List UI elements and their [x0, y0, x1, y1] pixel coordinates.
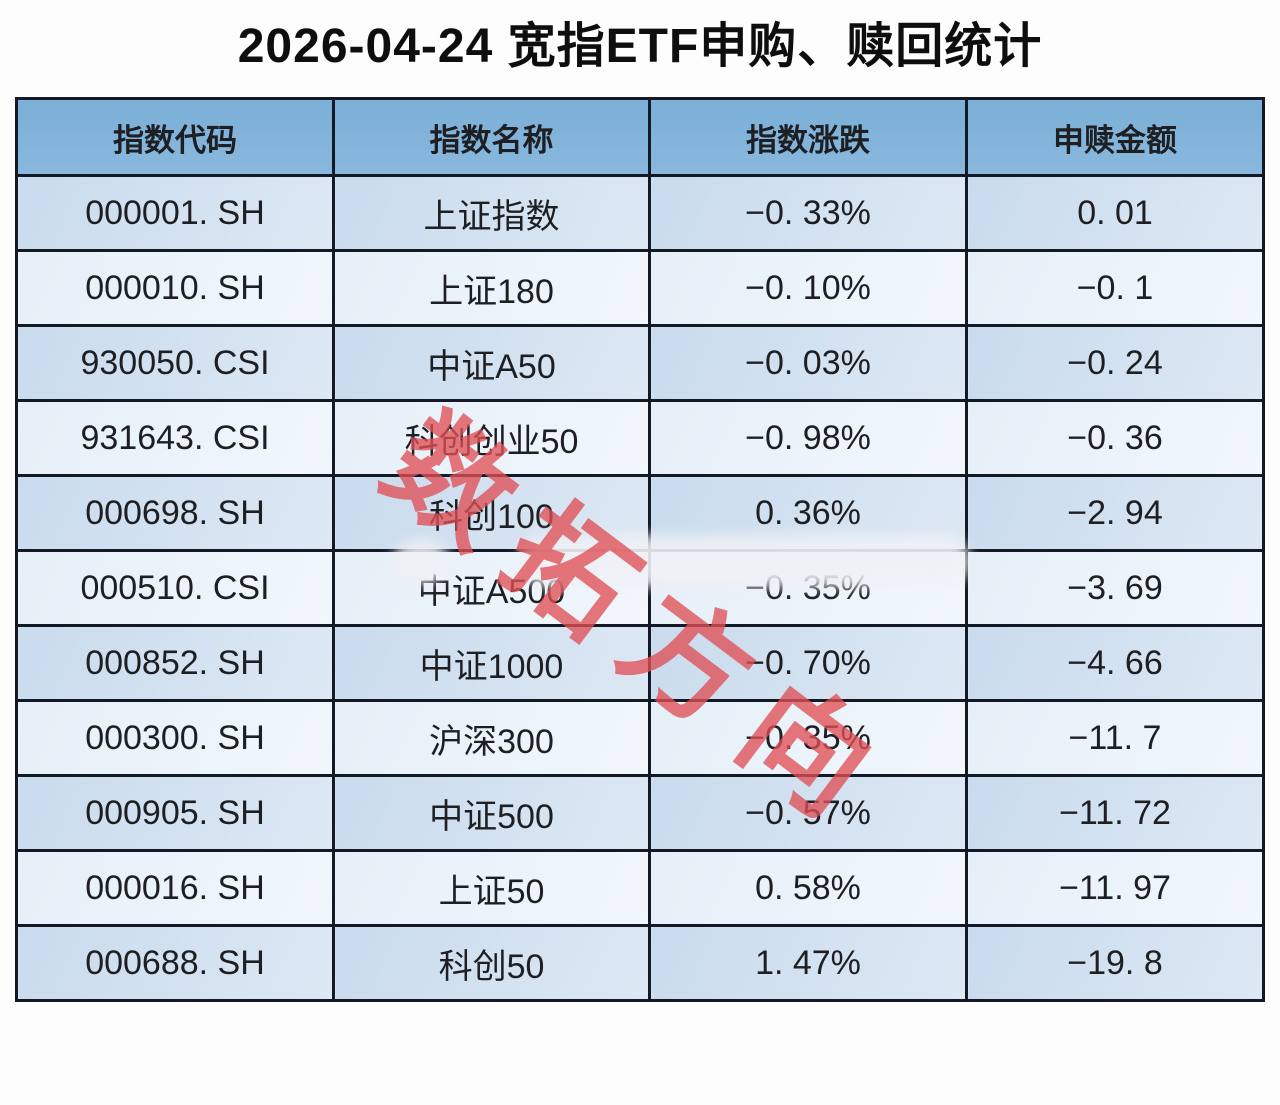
code-cell: 000688. SH [15, 924, 335, 1002]
header-cell-sub-redeem-amount: 申赎金额 [965, 97, 1265, 177]
amount-cell: −19. 8 [965, 924, 1265, 1002]
change-cell: −0. 70% [648, 624, 968, 702]
code-cell: 931643. CSI [15, 399, 335, 477]
change-cell: −0. 10% [648, 249, 968, 327]
amount-cell: −0. 36 [965, 399, 1265, 477]
name-cell: 科创100 [332, 474, 651, 552]
name-cell: 上证50 [332, 849, 651, 927]
amount-cell: −11. 7 [965, 699, 1265, 777]
code-cell: 000698. SH [15, 474, 335, 552]
amount-cell: −11. 97 [965, 849, 1265, 927]
code-cell: 000010. SH [15, 249, 335, 327]
table-row: 000688. SH 科创50 1. 47% −19. 8 [15, 924, 1265, 1002]
amount-cell: −0. 1 [965, 249, 1265, 327]
name-cell: 上证180 [332, 249, 651, 327]
table-row: 000001. SH 上证指数 −0. 33% 0. 01 [15, 174, 1265, 252]
name-cell: 中证500 [332, 774, 651, 852]
amount-cell: −3. 69 [965, 549, 1265, 627]
table-row: 931643. CSI 科创创业50 −0. 98% −0. 36 [15, 399, 1265, 477]
change-cell: 0. 58% [648, 849, 968, 927]
page-title: 2026-04-24 宽指ETF申购、赎回统计 [237, 20, 1043, 73]
amount-cell: −4. 66 [965, 624, 1265, 702]
name-cell: 中证1000 [332, 624, 651, 702]
amount-cell: −11. 72 [965, 774, 1265, 852]
name-cell: 科创50 [332, 924, 651, 1002]
code-cell: 000300. SH [15, 699, 335, 777]
change-cell: −0. 57% [648, 774, 968, 852]
code-cell: 000001. SH [15, 174, 335, 252]
table-row: 000300. SH 沪深300 −0. 35% −11. 7 [15, 699, 1265, 777]
amount-cell: −2. 94 [965, 474, 1265, 552]
change-cell: −0. 35% [648, 699, 968, 777]
change-cell: −0. 33% [648, 174, 968, 252]
table-row: 930050. CSI 中证A50 −0. 03% −0. 24 [15, 324, 1265, 402]
code-cell: 930050. CSI [15, 324, 335, 402]
change-cell: 1. 47% [648, 924, 968, 1002]
amount-cell: 0. 01 [965, 174, 1265, 252]
change-cell: −0. 35% [648, 549, 968, 627]
name-cell: 上证指数 [332, 174, 651, 252]
name-cell: 科创创业50 [332, 399, 651, 477]
table-row: 000010. SH 上证180 −0. 10% −0. 1 [15, 249, 1265, 327]
code-cell: 000852. SH [15, 624, 335, 702]
header-cell-index-code: 指数代码 [15, 97, 335, 177]
code-cell: 000016. SH [15, 849, 335, 927]
table-header-row: 指数代码 指数名称 指数涨跌 申赎金额 [15, 97, 1265, 177]
table-row: 000016. SH 上证50 0. 58% −11. 97 [15, 849, 1265, 927]
header-cell-index-change: 指数涨跌 [648, 97, 968, 177]
change-cell: −0. 03% [648, 324, 968, 402]
etf-statistics-table: 指数代码 指数名称 指数涨跌 申赎金额 000001. SH 上证指数 −0. 33… [15, 97, 1265, 1002]
header-cell-index-name: 指数名称 [332, 97, 651, 177]
table-row: 000698. SH 科创100 0. 36% −2. 94 [15, 474, 1265, 552]
code-cell: 000510. CSI [15, 549, 335, 627]
name-cell: 中证A50 [332, 324, 651, 402]
table-row: 000905. SH 中证500 −0. 57% −11. 72 [15, 774, 1265, 852]
change-cell: 0. 36% [648, 474, 968, 552]
name-cell: 沪深300 [332, 699, 651, 777]
amount-cell: −0. 24 [965, 324, 1265, 402]
table-row: 000852. SH 中证1000 −0. 70% −4. 66 [15, 624, 1265, 702]
table-body: 000001. SH 上证指数 −0. 33% 0. 01 000010. SH 上证18… [15, 174, 1265, 1002]
change-cell: −0. 98% [648, 399, 968, 477]
name-cell: 中证A500 [332, 549, 651, 627]
table-row: 000510. CSI 中证A500 −0. 35% −3. 69 [15, 549, 1265, 627]
code-cell: 000905. SH [15, 774, 335, 852]
